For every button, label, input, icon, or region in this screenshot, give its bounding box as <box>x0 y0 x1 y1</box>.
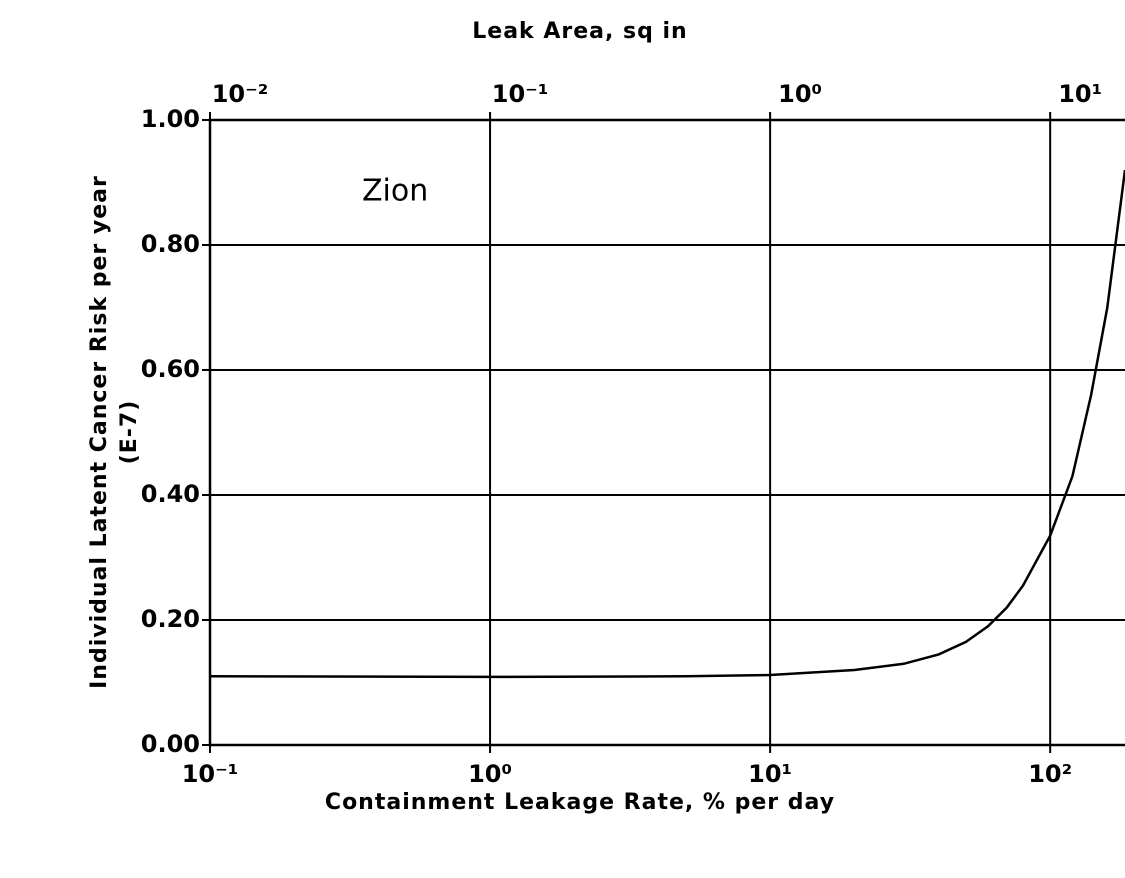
y-tick-label: 1.00 <box>141 105 200 133</box>
top-tick-label: 10¹ <box>1058 80 1102 108</box>
annotation: Zion <box>362 174 428 209</box>
y-axis-title: (E-7) <box>117 400 142 465</box>
x-tick-label: 10⁰ <box>468 760 512 788</box>
top-tick-label: 10⁻² <box>212 80 269 108</box>
y-tick-label: 0.60 <box>141 355 200 383</box>
curve <box>209 169 1125 679</box>
plot-frame <box>208 118 1125 747</box>
x-tick-label: 10² <box>1028 760 1072 788</box>
x-axis-title: Containment Leakage Rate, % per day <box>325 790 835 815</box>
x-tick-label: 10⁻¹ <box>182 760 239 788</box>
top-tick-label: 10⁻¹ <box>492 80 549 108</box>
y-tick-label: 0.20 <box>141 605 200 633</box>
y-axis-title: Individual Latent Cancer Risk per year <box>87 175 112 689</box>
y-tick-label: 0.80 <box>141 230 200 258</box>
top-axis-title: Leak Area, sq in <box>472 19 687 44</box>
y-tick-label: 0.40 <box>141 480 200 508</box>
y-tick-label: 0.00 <box>141 730 200 758</box>
x-tick-label: 10¹ <box>748 760 792 788</box>
top-tick-label: 10⁰ <box>778 80 822 108</box>
